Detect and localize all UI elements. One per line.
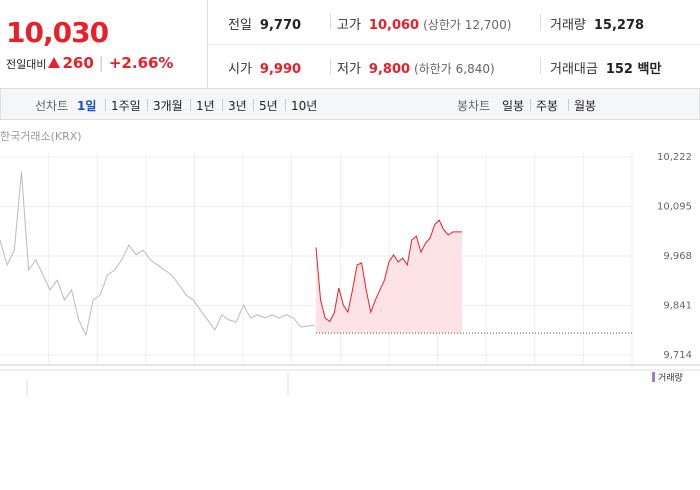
y-tick-label: 10,222 [657,152,692,163]
price: 10,030 [6,16,109,49]
y-tick-label: 9,841 [663,301,692,312]
stat: 거래량 15,278 [550,14,644,33]
separator [222,99,223,111]
row-separator [208,44,700,45]
stat-value: 9,800 [368,62,411,77]
stat: 거래대금 152 백만 [550,58,661,77]
separator [105,99,106,111]
separator [253,99,254,111]
period-tab[interactable]: 3년 [228,99,247,113]
stat-note: (하한가 6,840) [414,62,495,76]
period-tab[interactable]: 1일 [77,99,97,113]
y-tick-label: 9,714 [663,350,692,361]
stat: 전일 9,770 [228,14,301,33]
area [316,220,462,334]
separator [330,14,331,30]
stat-value: 10,060 [368,18,420,33]
period-tab[interactable]: 1주일 [111,99,141,113]
period-tab[interactable]: 1년 [196,99,215,113]
source-label: 한국거래소(KRX) [0,130,82,143]
tab-group-label: 봉차트 [457,99,491,113]
stat-value: 15,278 [593,18,645,33]
period-tab[interactable]: 10년 [291,99,318,113]
separator [540,58,541,74]
stat-label: 시가 [228,62,252,77]
stat-label: 전일 [228,18,252,33]
change-label: 전일대비 [6,58,47,71]
legend-label: 거래량 [658,372,683,384]
candle-tab[interactable]: 주봉 [536,99,559,113]
stat-value: 9,990 [259,62,302,77]
stat: 저가 9,800 (하한가 6,840) [337,58,495,77]
price-box: 10,030 전일대비 260 | +2.66% [0,0,208,88]
period-tab[interactable]: 5년 [259,99,278,113]
separator: | [98,54,104,72]
stat-label: 거래량 [550,18,586,33]
separator [568,99,569,111]
separator [330,58,331,74]
separator [540,14,541,30]
separator [285,99,286,111]
y-tick-label: 10,095 [657,202,692,213]
stat-label: 거래대금 [550,62,598,77]
separator [190,99,191,111]
stat-value: 9,770 [259,18,302,33]
candle-tab[interactable]: 월봉 [574,99,597,113]
stat-label: 고가 [337,18,361,33]
period-tabs: 선차트 1일 1주일 3개월 1년 3년 5년 10년 봉차트 일봉 주봉 월봉 [0,89,700,120]
quote-summary: 10,030 전일대비 260 | +2.66% 전일 9,770 고가 10,060 (상… [0,0,700,89]
stat: 시가 9,990 [228,58,301,77]
period-tab[interactable]: 3개월 [153,99,183,113]
stat-note: (상한가 12,700) [423,18,512,32]
stat: 고가 10,060 (상한가 12,700) [337,14,511,33]
change: 전일대비 260 | +2.66% [6,54,173,72]
price-line [0,171,316,337]
legend-swatch [652,372,655,382]
separator [147,99,148,111]
separator [530,99,531,111]
up-icon [48,57,61,68]
stat-label: 저가 [337,62,361,77]
stat-value: 152 백만 [605,62,662,77]
price-line [315,219,462,323]
tab-group-label: 선차트 [35,99,69,113]
candle-tab[interactable]: 일봉 [502,99,525,113]
chart: 한국거래소(KRX) 10,222 10,095 9,968 9,841 9,714 거래량 [0,130,700,396]
change-rate: +2.66% [108,54,174,72]
y-tick-label: 9,968 [663,251,692,262]
change-value: 260 [62,54,94,72]
